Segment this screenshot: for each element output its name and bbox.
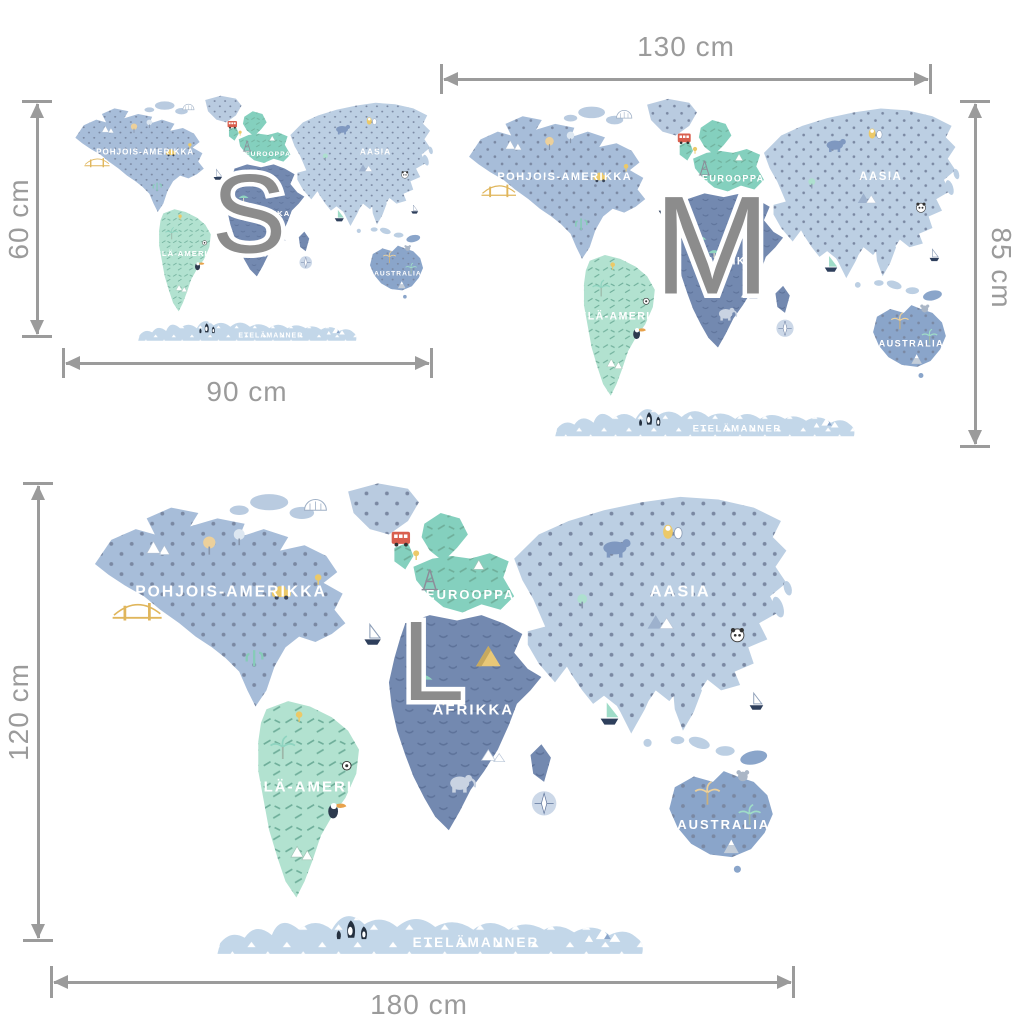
width-label-l: 180 cm [370,989,468,1020]
width-label-m: 130 cm [637,31,735,62]
dimension-width-s [62,348,433,378]
height-label-m: 85 cm [986,227,1017,309]
svg-text:S: S [212,152,287,277]
size-letter-l: L [397,594,469,729]
dimension-width-l [50,966,795,998]
dimension-width-m [440,64,932,94]
width-label-s: 90 cm [206,376,288,407]
dimension-height-m [960,100,990,448]
height-label-l: 120 cm [3,663,34,761]
dimension-height-l [23,482,53,942]
svg-text:M: M [654,167,771,324]
dimension-height-s [22,100,52,338]
size-letter-s: S [207,147,291,281]
height-label-s: 60 cm [3,178,34,260]
svg-text:L: L [402,598,465,724]
size-letter-m: M [649,162,775,328]
